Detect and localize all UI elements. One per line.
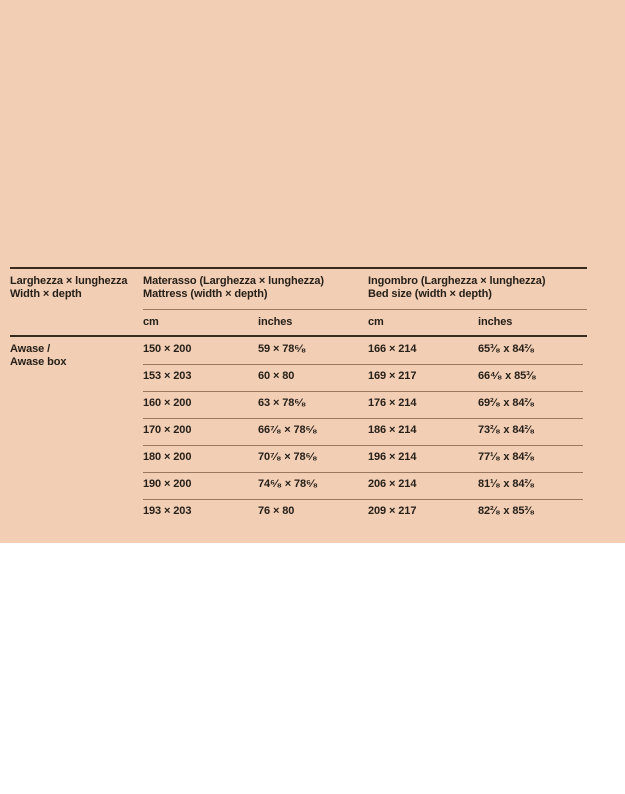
row-label-spacer [10,499,143,526]
cell-mattress-cm: 180 × 200 [143,451,192,463]
header-bed-line2: Bed size (width × depth) [368,288,492,300]
subheader-empty [10,310,143,335]
table-subheader-row: cm inches cm inches [10,310,587,337]
header-bed: Ingombro (Larghezza × lunghezza) Bed siz… [368,269,587,310]
cell-mattress-inches: 63 × 78⁶⁄₈ [258,397,307,409]
table-row: 190 × 200 74⁶⁄₈ × 78⁶⁄₈ 206 × 214 81¹⁄₈ … [10,472,587,499]
header-sizes-line1: Larghezza × lunghezza [10,275,128,287]
cell-mattress-inches: 70⁷⁄₈ × 78⁶⁄₈ [258,451,318,463]
subheader-mattress-inches: inches [258,316,293,328]
cell-bed-inches: 82²⁄₈ x 85³⁄₈ [478,505,535,517]
row-label-spacer [10,472,143,499]
subheader-bed-inches: inches [478,316,513,328]
row-label: Awase / Awase box [10,337,143,369]
cell-bed-cm: 176 × 214 [368,397,417,409]
subheader-bed-cm: cm [368,316,384,328]
header-mattress-line1: Materasso (Larghezza × lunghezza) [143,275,324,287]
header-sizes: Larghezza × lunghezza Width × depth [10,269,143,310]
header-sizes-line2: Width × depth [10,288,82,300]
table-row: 193 × 203 76 × 80 209 × 217 82²⁄₈ x 85³⁄… [10,499,587,526]
row-label-line2: Awase box [10,356,67,368]
header-mattress-line2: Mattress (width × depth) [143,288,268,300]
header-bed-line1: Ingombro (Larghezza × lunghezza) [368,275,546,287]
cell-mattress-inches: 66⁷⁄₈ × 78⁶⁄₈ [258,424,318,436]
cell-mattress-inches: 74⁶⁄₈ × 78⁶⁄₈ [258,478,318,490]
table-row: Awase / Awase box 150 × 200 59 × 78⁶⁄₈ 1… [10,337,587,368]
cell-bed-cm: 209 × 217 [368,505,417,517]
row-label-line1: Awase / [10,343,51,355]
cell-mattress-cm: 160 × 200 [143,397,192,409]
cell-bed-inches: 73²⁄₈ x 84²⁄₈ [478,424,535,436]
subheader-mattress-cm: cm [143,316,159,328]
cell-mattress-inches: 59 × 78⁶⁄₈ [258,343,307,355]
cell-mattress-cm: 153 × 203 [143,370,192,382]
cell-bed-cm: 186 × 214 [368,424,417,436]
table-header-row: Larghezza × lunghezza Width × depth Mate… [10,267,587,310]
cell-bed-inches: 65³⁄₈ x 84²⁄₈ [478,343,535,355]
cell-bed-inches: 69²⁄₈ x 84²⁄₈ [478,397,535,409]
cell-mattress-cm: 150 × 200 [143,343,192,355]
cell-mattress-inches: 76 × 80 [258,505,295,517]
cell-bed-cm: 206 × 214 [368,478,417,490]
cell-bed-cm: 196 × 214 [368,451,417,463]
cell-mattress-cm: 170 × 200 [143,424,192,436]
cell-bed-inches: 66⁴⁄₈ x 85³⁄₈ [478,370,537,382]
row-label-spacer [10,364,143,391]
row-label-spacer [10,391,143,418]
table-row: 180 × 200 70⁷⁄₈ × 78⁶⁄₈ 196 × 214 77¹⁄₈ … [10,445,587,472]
header-mattress: Materasso (Larghezza × lunghezza) Mattre… [143,269,368,310]
row-label-spacer [10,445,143,472]
table-row: 153 × 203 60 × 80 169 × 217 66⁴⁄₈ x 85³⁄… [10,364,587,391]
table-row: 170 × 200 66⁷⁄₈ × 78⁶⁄₈ 186 × 214 73²⁄₈ … [10,418,587,445]
cell-mattress-cm: 190 × 200 [143,478,192,490]
size-spec-table: Larghezza × lunghezza Width × depth Mate… [10,267,587,526]
cell-bed-cm: 166 × 214 [368,343,417,355]
cell-bed-inches: 77¹⁄₈ x 84²⁄₈ [478,451,535,463]
table-row: 160 × 200 63 × 78⁶⁄₈ 176 × 214 69²⁄₈ x 8… [10,391,587,418]
cell-mattress-inches: 60 × 80 [258,370,295,382]
cell-bed-inches: 81¹⁄₈ x 84²⁄₈ [478,478,535,490]
cell-mattress-cm: 193 × 203 [143,505,192,517]
row-label-spacer [10,418,143,445]
cell-bed-cm: 169 × 217 [368,370,417,382]
spec-panel: Larghezza × lunghezza Width × depth Mate… [0,0,625,543]
